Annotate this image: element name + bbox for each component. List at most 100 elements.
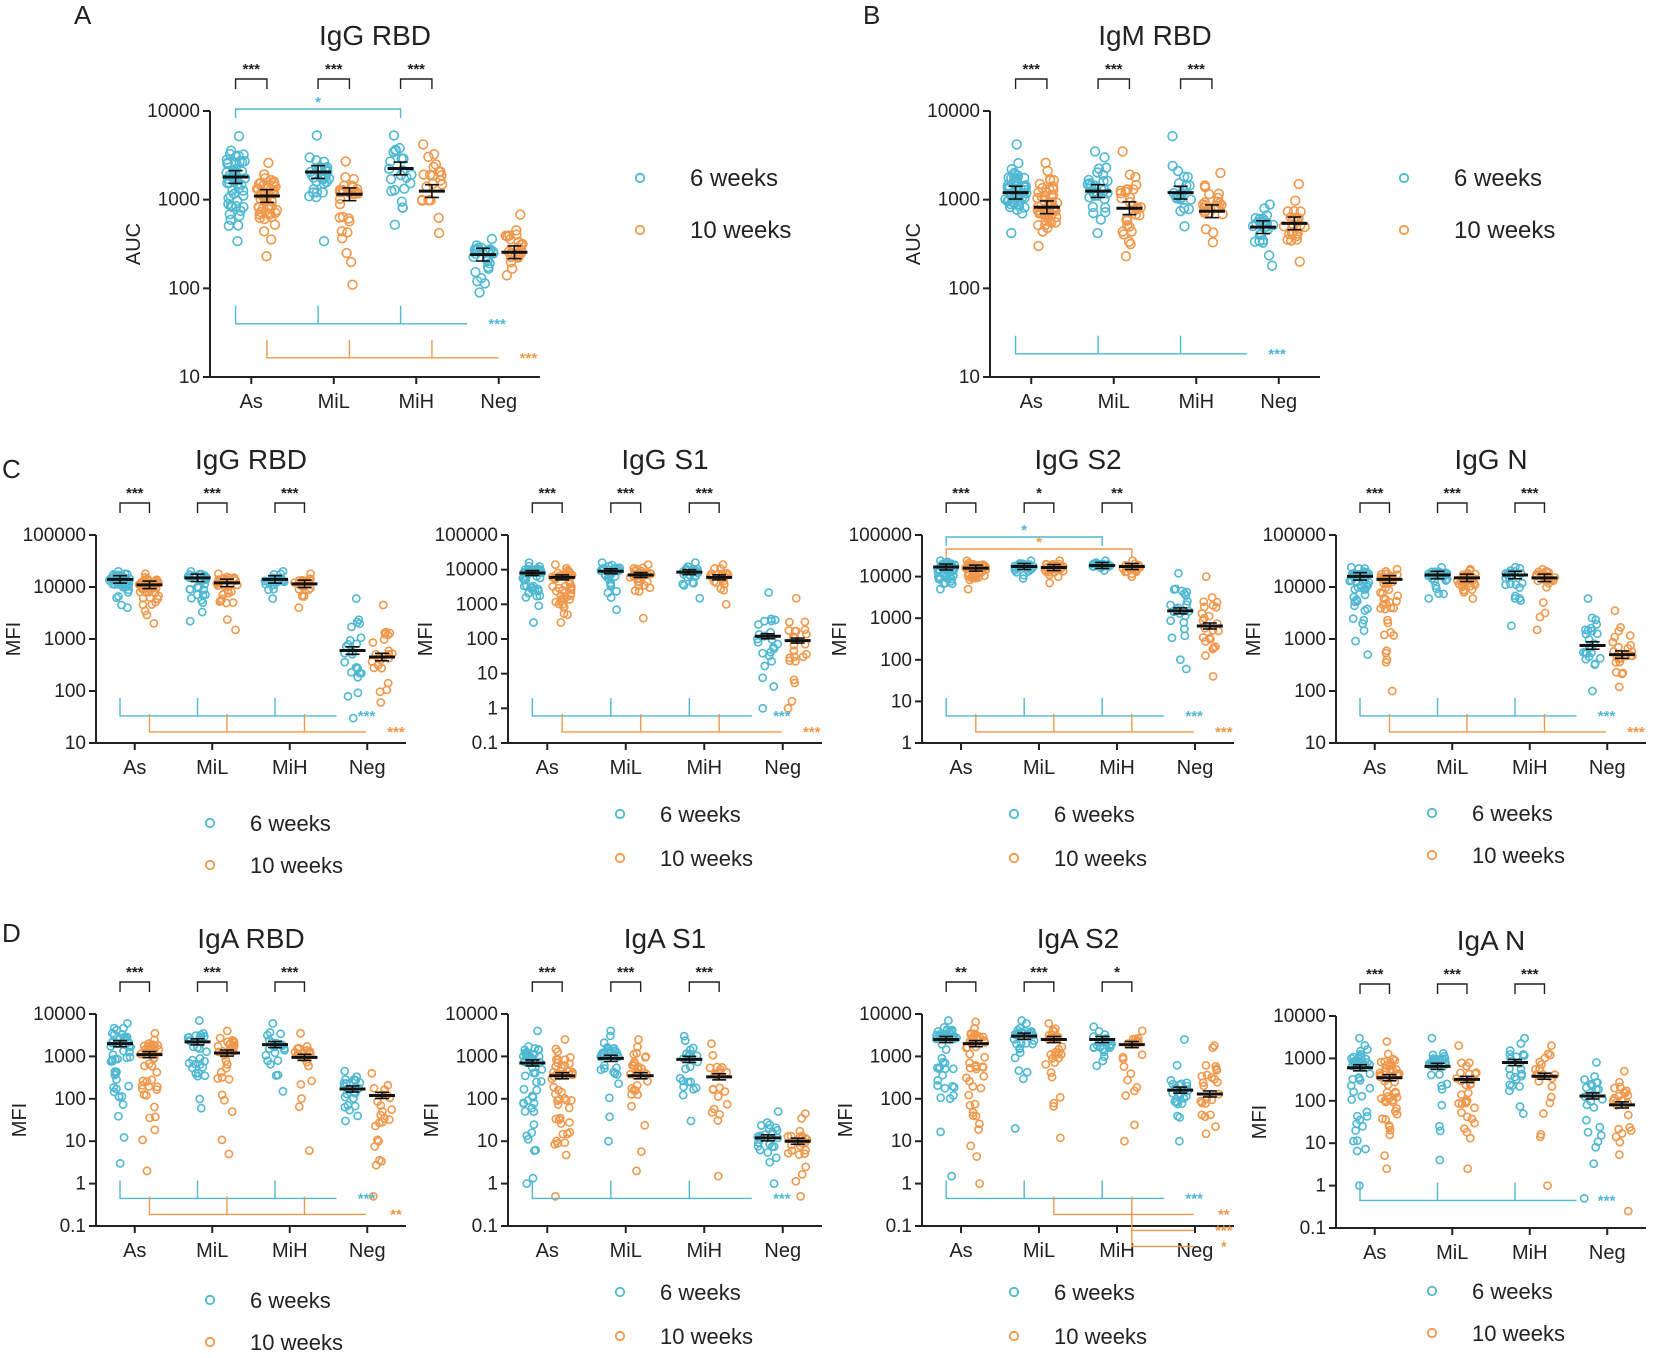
legend-marker-six-weeks: [614, 808, 626, 820]
data-point: [974, 572, 983, 582]
data-point: [1376, 588, 1385, 598]
data-point: [1278, 221, 1290, 232]
y-tick-label: 1000: [456, 1046, 498, 1067]
data-point: [109, 1087, 119, 1097]
data-point: [1505, 1046, 1515, 1055]
data-point: [1595, 653, 1605, 663]
data-point: [758, 703, 768, 713]
pair-significance: ***: [695, 485, 713, 502]
data-point: [228, 1046, 238, 1056]
legend-marker-ten-weeks: [1398, 224, 1410, 236]
data-point: [433, 227, 445, 239]
data-point: [139, 1041, 149, 1051]
y-tick-label: 1000: [870, 608, 912, 629]
data-point: [605, 1112, 614, 1122]
data-point: [1544, 578, 1554, 588]
data-point: [1349, 1136, 1358, 1146]
data-point: [311, 130, 323, 141]
pair-bracket: [196, 502, 228, 513]
data-point: [943, 1016, 953, 1025]
data-point: [1200, 1112, 1210, 1121]
y-tick-label: 1000: [158, 190, 200, 211]
legend-label: 6 weeks: [660, 802, 741, 827]
data-point: [1053, 572, 1063, 582]
y-tick-label: 10: [891, 1131, 912, 1152]
data-point: [941, 578, 950, 588]
series-six-weeks: [1000, 130, 1279, 271]
data-point: [1290, 195, 1301, 206]
series-six-weeks: [933, 556, 1194, 674]
x-tick-label: MiL: [610, 757, 642, 779]
data-point: [719, 585, 729, 595]
legend-marker-six-weeks: [614, 1286, 626, 1298]
x-tick-label: As: [123, 757, 146, 779]
y-tick-label: 1000: [456, 594, 498, 615]
data-point: [638, 613, 648, 623]
data-point: [1183, 203, 1195, 215]
chart-title: IgA S2: [1037, 923, 1120, 954]
data-point: [399, 183, 410, 194]
y-axis-title: MFI: [9, 1103, 31, 1137]
group-bracket: [234, 305, 468, 325]
group-bracket: [148, 1196, 366, 1216]
data-point: [787, 1146, 797, 1156]
data-point: [150, 1102, 159, 1112]
data-point: [511, 225, 522, 236]
legend-marker-ten-weeks: [614, 1330, 626, 1342]
data-point: [1348, 1074, 1358, 1084]
data-point: [1382, 1164, 1392, 1174]
data-point: [296, 1079, 306, 1089]
data-point: [340, 657, 350, 667]
data-point: [1352, 1136, 1362, 1146]
data-point: [334, 198, 346, 210]
data-point: [1211, 1061, 1221, 1071]
legend-label: 6 weeks: [1054, 1280, 1135, 1305]
group-significance: ***: [1185, 1190, 1203, 1207]
data-point: [802, 649, 811, 659]
y-tick-label: 10: [179, 367, 200, 388]
data-point: [1465, 581, 1475, 591]
legend-label: 6 weeks: [1054, 802, 1135, 827]
data-point: [150, 1125, 160, 1135]
y-tick-label: 10: [65, 733, 86, 754]
data-point: [1124, 169, 1136, 180]
data-point: [1293, 178, 1305, 190]
data-point: [787, 696, 797, 706]
data-point: [152, 1085, 162, 1094]
group-significance: ***: [1627, 724, 1645, 741]
data-point: [555, 1113, 565, 1123]
data-point: [1363, 650, 1373, 660]
data-point: [603, 588, 613, 598]
data-point: [1199, 597, 1209, 607]
legend-label: 6 weeks: [1454, 165, 1542, 192]
data-point: [523, 1134, 533, 1144]
data-point: [388, 146, 399, 158]
data-point: [633, 1042, 642, 1052]
data-point: [794, 1150, 804, 1159]
data-point: [224, 1149, 234, 1159]
legend-marker-six-weeks: [1426, 807, 1438, 819]
x-tick-label: Neg: [1177, 757, 1214, 779]
data-point: [387, 1105, 397, 1115]
data-point: [1006, 227, 1017, 239]
pair-bracket: [945, 981, 977, 992]
data-point: [340, 172, 351, 183]
data-point: [1041, 1059, 1051, 1069]
comparison-significance: *: [1021, 522, 1027, 539]
data-point: [1380, 604, 1390, 614]
data-point: [1124, 221, 1135, 232]
group-significance: ***: [773, 1190, 791, 1207]
group-significance: ***: [1215, 1222, 1233, 1239]
data-point: [1117, 146, 1128, 157]
data-point: [1463, 1164, 1473, 1174]
data-point: [1048, 1054, 1057, 1063]
y-axis-title: MFI: [829, 622, 851, 656]
series-ten-weeks: [251, 139, 528, 290]
pair-bracket: [531, 981, 563, 992]
chart-title: IgG S2: [1034, 444, 1121, 475]
data-point: [198, 598, 208, 608]
data-point: [1518, 1050, 1528, 1059]
data-point: [1207, 227, 1219, 238]
y-tick-label: 10000: [33, 1004, 86, 1025]
data-point: [263, 157, 274, 169]
